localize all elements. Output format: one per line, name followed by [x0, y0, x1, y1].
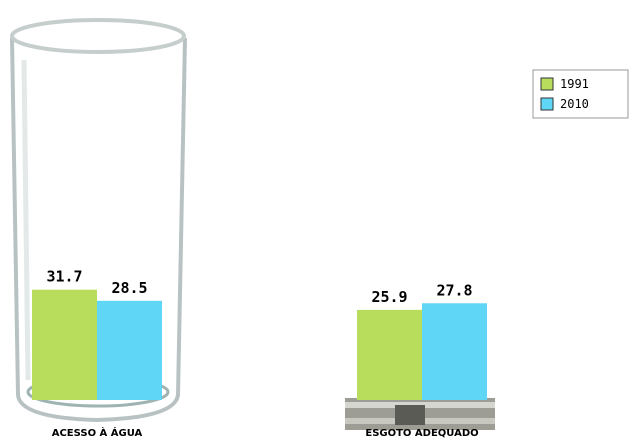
value-label: 28.5	[111, 279, 147, 297]
bar	[422, 303, 487, 400]
bar	[97, 300, 162, 400]
x-tick-label: ACESSO À ÁGUA	[52, 426, 143, 439]
value-label: 27.8	[436, 281, 472, 299]
bar	[32, 289, 97, 400]
value-label: 25.9	[371, 288, 407, 306]
bar	[357, 309, 422, 400]
legend-label: 2010	[560, 97, 589, 111]
pipe-decoration	[345, 398, 495, 430]
legend-swatch	[540, 77, 554, 91]
x-tick-label: ESGOTO ADEQUADO	[365, 428, 478, 439]
legend-swatch	[540, 97, 554, 111]
value-label: 31.7	[46, 268, 82, 286]
legend-label: 1991	[560, 77, 589, 91]
